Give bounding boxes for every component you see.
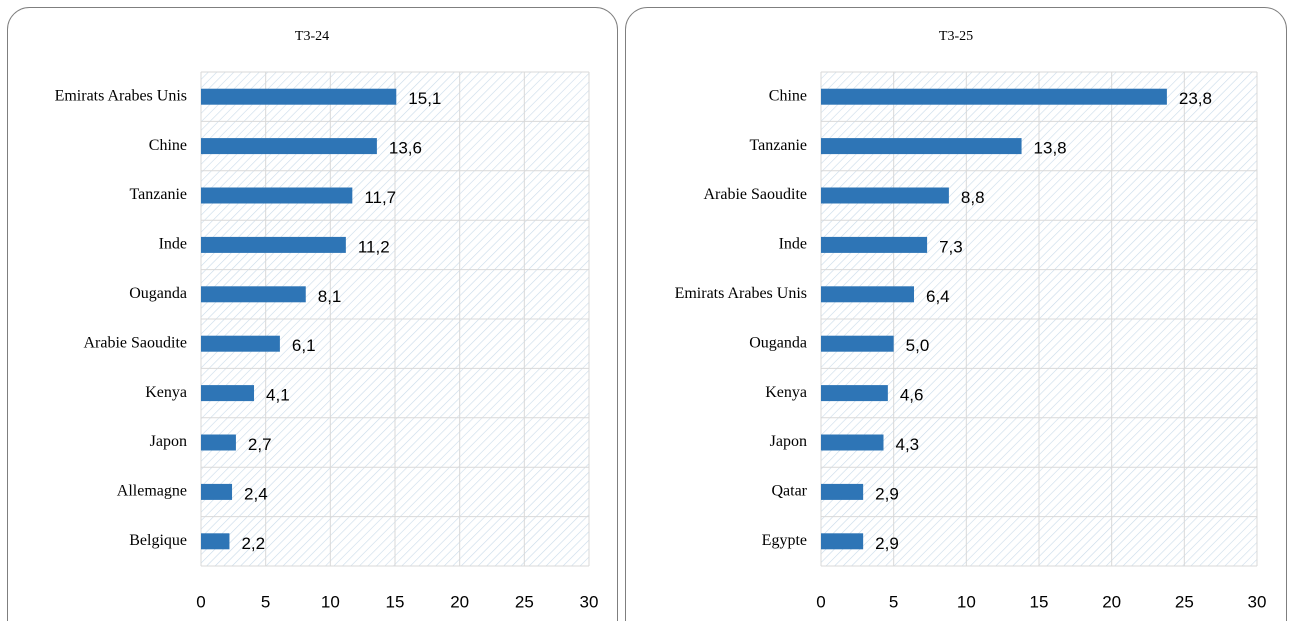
x-tick-label: 25 xyxy=(515,592,534,611)
y-tick-label: Tanzanie xyxy=(129,186,187,203)
data-label: 6,4 xyxy=(926,287,950,306)
x-tick-label: 25 xyxy=(1175,592,1194,611)
y-tick-label: Kenya xyxy=(765,384,807,401)
bar xyxy=(821,236,928,253)
bar xyxy=(821,385,888,402)
x-tick-label: 10 xyxy=(957,592,976,611)
y-tick-label: Tanzanie xyxy=(749,137,807,154)
y-tick-label: Inde xyxy=(159,236,187,253)
data-label: 2,4 xyxy=(244,484,268,503)
data-label: 2,7 xyxy=(248,435,272,454)
y-tick-label: Kenya xyxy=(145,384,187,401)
bar xyxy=(201,434,236,451)
x-tick-label: 30 xyxy=(1248,592,1267,611)
bar xyxy=(201,286,306,303)
y-tick-label: Arabie Saoudite xyxy=(703,186,807,203)
bar xyxy=(821,533,864,550)
x-tick-label: 5 xyxy=(261,592,270,611)
y-tick-label: Inde xyxy=(779,236,807,253)
x-tick-label: 0 xyxy=(196,592,205,611)
data-label: 13,6 xyxy=(389,139,422,158)
data-label: 6,1 xyxy=(292,336,316,355)
data-label: 2,9 xyxy=(875,534,899,553)
bar xyxy=(201,483,233,500)
y-tick-label: Emirats Arabes Unis xyxy=(55,87,187,104)
x-tick-label: 30 xyxy=(580,592,599,611)
bar xyxy=(821,335,894,352)
bar xyxy=(821,483,864,500)
data-label: 5,0 xyxy=(906,336,930,355)
x-tick-label: 5 xyxy=(889,592,898,611)
chart-title: T3-25 xyxy=(939,29,973,44)
bar xyxy=(201,533,230,550)
x-tick-label: 15 xyxy=(1030,592,1049,611)
data-label: 4,3 xyxy=(895,435,919,454)
data-label: 2,9 xyxy=(875,484,899,503)
bar xyxy=(821,434,884,451)
y-tick-label: Qatar xyxy=(771,483,807,500)
y-tick-label: Japon xyxy=(150,433,187,450)
data-label: 23,8 xyxy=(1179,89,1212,108)
data-label: 11,7 xyxy=(364,188,396,207)
y-tick-label: Belgique xyxy=(129,532,187,549)
data-label: 15,1 xyxy=(408,89,441,108)
bar xyxy=(201,236,346,253)
y-tick-label: Egypte xyxy=(762,532,807,549)
x-tick-label: 20 xyxy=(450,592,469,611)
y-tick-label: Ouganda xyxy=(129,285,187,302)
bar xyxy=(201,88,397,105)
data-label: 4,6 xyxy=(900,386,924,405)
y-tick-label: Japon xyxy=(770,433,807,450)
bar xyxy=(821,138,1022,155)
bar xyxy=(821,88,1167,105)
y-tick-label: Ouganda xyxy=(749,334,807,351)
bar xyxy=(821,286,915,303)
data-label: 13,8 xyxy=(1034,139,1067,158)
x-tick-label: 10 xyxy=(321,592,340,611)
x-tick-label: 0 xyxy=(816,592,825,611)
bar xyxy=(201,138,377,155)
data-label: 11,2 xyxy=(358,237,390,256)
x-tick-label: 20 xyxy=(1102,592,1121,611)
bar xyxy=(821,187,949,204)
y-tick-label: Allemagne xyxy=(117,483,187,500)
bar xyxy=(201,335,280,352)
x-tick-label: 15 xyxy=(386,592,405,611)
data-label: 8,1 xyxy=(318,287,342,306)
y-tick-label: Chine xyxy=(149,137,187,154)
chart-title: T3-24 xyxy=(295,29,329,44)
data-label: 8,8 xyxy=(961,188,985,207)
data-label: 2,2 xyxy=(241,534,265,553)
y-tick-label: Emirats Arabes Unis xyxy=(675,285,807,302)
y-tick-label: Arabie Saoudite xyxy=(83,334,187,351)
bar xyxy=(201,385,255,402)
data-label: 4,1 xyxy=(266,386,290,405)
y-tick-label: Chine xyxy=(769,87,807,104)
data-label: 7,3 xyxy=(939,237,963,256)
bar xyxy=(201,187,353,204)
